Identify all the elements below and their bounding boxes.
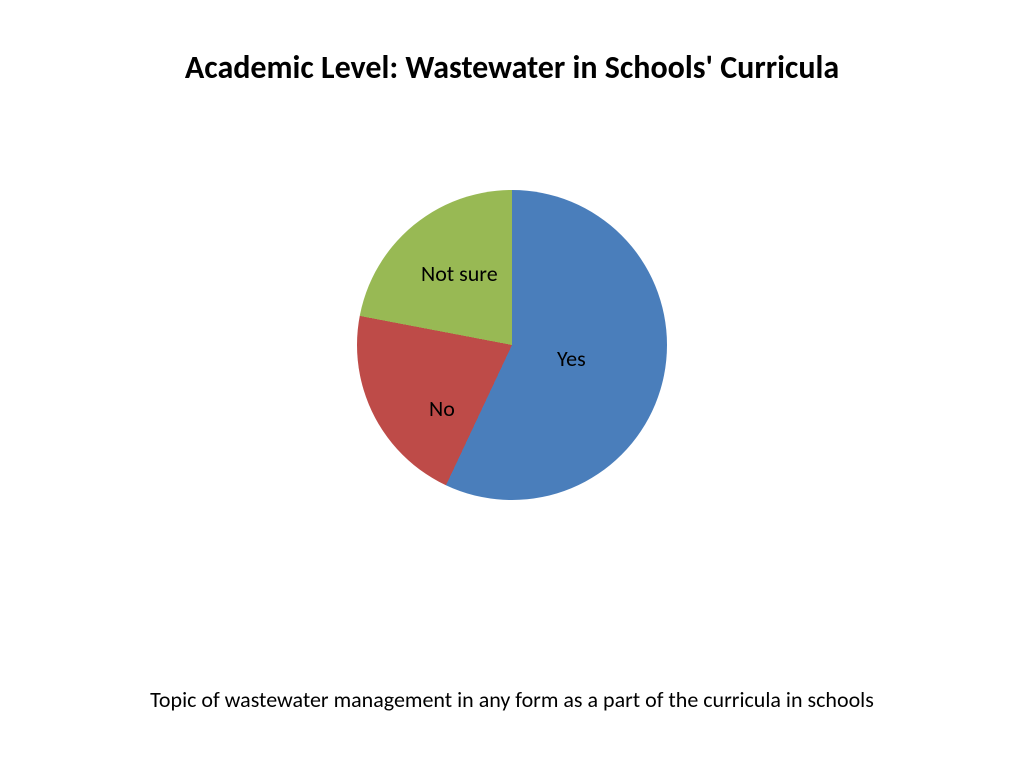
slice-label-not-sure: Not sure	[421, 260, 498, 287]
chart-area: Yes No Not sure	[0, 190, 1024, 500]
slice-label-no: No	[429, 395, 455, 422]
caption: Topic of wastewater management in any fo…	[0, 686, 1024, 713]
pie	[357, 190, 667, 500]
slice-label-yes: Yes	[557, 345, 586, 372]
pie-chart: Yes No Not sure	[357, 190, 667, 500]
slide: Academic Level: Wastewater in Schools' C…	[0, 0, 1024, 768]
page-title: Academic Level: Wastewater in Schools' C…	[0, 48, 1024, 87]
